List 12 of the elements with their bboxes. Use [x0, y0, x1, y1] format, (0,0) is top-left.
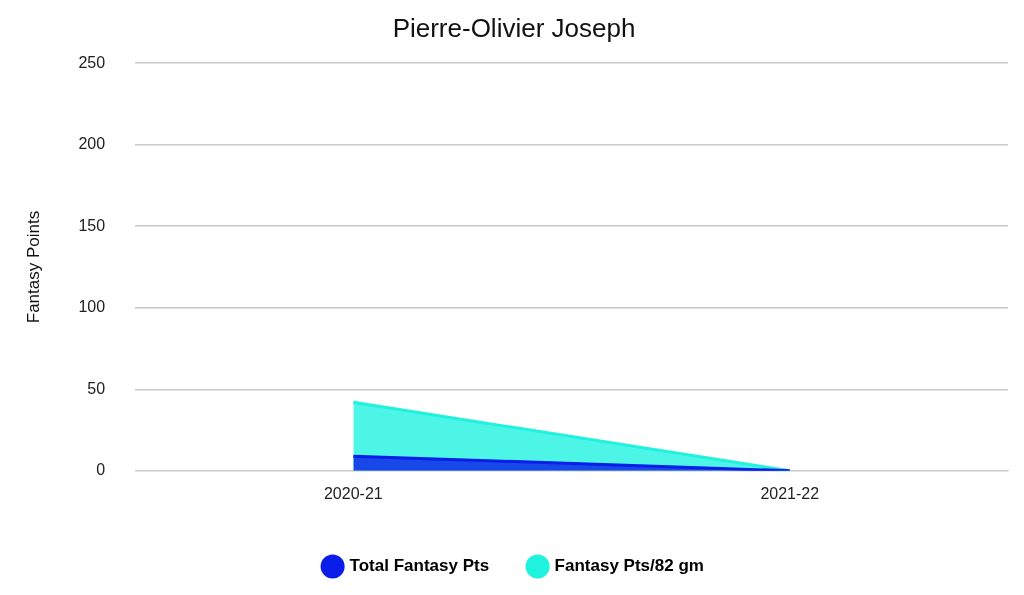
- chart-title: Pierre-Olivier Joseph: [392, 12, 636, 43]
- x-tick-label: 2021-22: [760, 484, 820, 502]
- x-tick-label: 2020-21: [323, 484, 383, 502]
- y-tick-label: 150: [78, 216, 106, 234]
- y-tick-label: 250: [78, 53, 106, 71]
- y-tick-label: 0: [96, 461, 106, 479]
- legend-label: Total Fantasy Pts: [349, 556, 490, 576]
- legend-label: Fantasy Pts/82 gm: [554, 556, 704, 576]
- y-tick-label: 100: [78, 298, 106, 316]
- y-tick-label: 200: [78, 135, 106, 153]
- y-axis-title: Fantasy Points: [23, 210, 43, 324]
- y-tick-label: 50: [87, 379, 106, 397]
